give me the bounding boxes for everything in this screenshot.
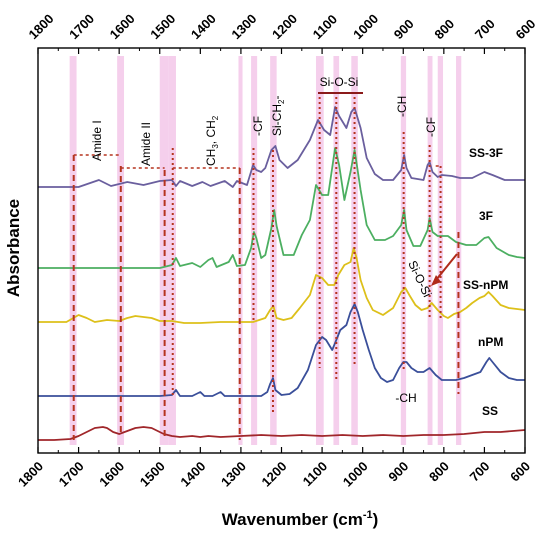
x-tick-label-top: 1700 bbox=[66, 11, 97, 42]
highlight-band bbox=[456, 56, 462, 445]
series-label-ss-npm: SS-nPM bbox=[463, 278, 508, 292]
series-line-3f bbox=[38, 147, 526, 269]
x-tick-label-top: 1400 bbox=[188, 11, 219, 42]
x-tick-label-bottom: 700 bbox=[467, 459, 493, 485]
ch-lower-label: -CH bbox=[395, 391, 416, 405]
highlight-band bbox=[251, 56, 258, 445]
ch3-ch2-label: CH3, CH2 bbox=[204, 115, 220, 166]
series-line-npm bbox=[38, 303, 525, 397]
x-tick-label-bottom: 600 bbox=[507, 459, 533, 485]
si-o-si-arrowhead bbox=[431, 275, 441, 286]
x-tick-label-top: 1200 bbox=[269, 11, 300, 42]
highlight-band bbox=[168, 56, 176, 445]
x-tick-label-top: 800 bbox=[431, 16, 457, 42]
peak-markers bbox=[72, 97, 460, 440]
highlight-band bbox=[437, 56, 444, 445]
x-tick-label-bottom: 1600 bbox=[96, 459, 127, 490]
series-group bbox=[38, 106, 526, 441]
x-tick-label-top: 1600 bbox=[107, 11, 138, 42]
x-tick-label-bottom: 800 bbox=[426, 459, 452, 485]
series-label-ss-3f: SS-3F bbox=[469, 146, 503, 160]
cf-left-label: -CF bbox=[251, 116, 265, 136]
highlight-band bbox=[315, 56, 324, 445]
x-tick-label-bottom: 1300 bbox=[218, 459, 249, 490]
x-tick-label-bottom: 1000 bbox=[340, 459, 371, 490]
x-axis-title: Wavenumber (cm-1) bbox=[222, 509, 379, 529]
amide-ii-label: Amide II bbox=[139, 122, 153, 166]
x-tick-label-top: 900 bbox=[391, 16, 417, 42]
x-tick-label-top: 600 bbox=[513, 16, 539, 42]
x-tick-label-bottom: 1800 bbox=[15, 459, 46, 490]
y-axis-title: Absorbance bbox=[4, 199, 23, 297]
x-tick-label-top: 1000 bbox=[350, 11, 381, 42]
x-tick-label-bottom: 1200 bbox=[259, 459, 290, 490]
x-tick-label-bottom: 1100 bbox=[300, 459, 331, 490]
series-line-ss-3f bbox=[38, 106, 525, 188]
highlight-band bbox=[400, 56, 407, 445]
x-tick-label-bottom: 1700 bbox=[56, 459, 87, 490]
x-tick-label-bottom: 900 bbox=[385, 459, 411, 485]
x-tick-label-top: 1300 bbox=[228, 11, 259, 42]
series-label-npm: nPM bbox=[478, 335, 503, 349]
series-line-ss bbox=[38, 426, 526, 441]
ch-top-label: -CH bbox=[395, 96, 409, 117]
x-tick-label-bottom: 1400 bbox=[177, 459, 208, 490]
si-o-si-top-label: Si-O-Si bbox=[320, 75, 359, 89]
amide-i-label: Amide I bbox=[90, 120, 104, 161]
highlight-band bbox=[333, 56, 340, 445]
cf-right-label: -CF bbox=[424, 117, 438, 137]
x-tick-label-top: 1100 bbox=[310, 12, 341, 43]
si-ch2-label: Si-CH2- bbox=[270, 96, 286, 136]
x-tick-label-top: 700 bbox=[472, 16, 498, 42]
si-o-si-arrow bbox=[435, 253, 458, 281]
x-tick-label-top: 1800 bbox=[26, 11, 57, 42]
series-label-ss: SS bbox=[482, 404, 498, 418]
series-label-3f: 3F bbox=[479, 209, 493, 223]
x-tick-label-bottom: 1500 bbox=[137, 459, 168, 490]
x-tick-label-top: 1500 bbox=[147, 11, 178, 42]
